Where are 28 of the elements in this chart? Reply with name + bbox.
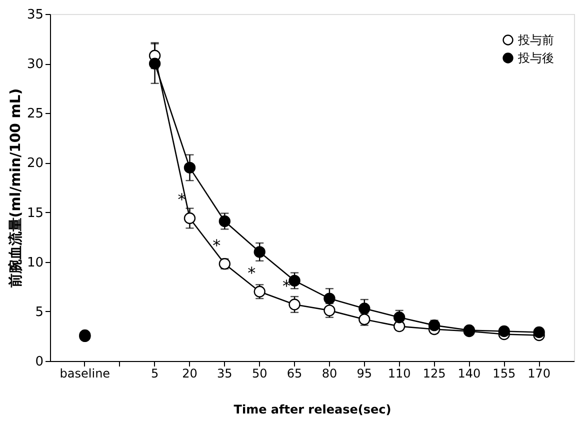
y-tick-label: 20 xyxy=(26,156,44,172)
x-axis-title: Time after release(sec) xyxy=(234,402,392,416)
legend-label: 投与前 xyxy=(517,33,554,47)
x-tick-label: 80 xyxy=(322,366,338,380)
y-tick-label: 10 xyxy=(26,255,44,270)
y-tick-label: 30 xyxy=(26,57,44,72)
y-tick-label: 5 xyxy=(35,304,44,320)
x-tick-label: 110 xyxy=(388,366,411,380)
annotation: * xyxy=(282,276,291,296)
annotation: * xyxy=(212,236,221,255)
y-tick-label: 0 xyxy=(35,354,44,370)
x-tick-label: 140 xyxy=(458,366,481,380)
x-tick-label: 65 xyxy=(286,366,302,380)
x-tick-label: 20 xyxy=(182,366,198,380)
y-tick-label: 25 xyxy=(26,106,44,122)
x-tick-label: 50 xyxy=(252,366,268,380)
x-tick-label: 125 xyxy=(422,366,446,380)
x-tick-label: 155 xyxy=(492,366,516,380)
y-axis-title: 前腕血流量(ml/min/100 mL) xyxy=(6,88,24,289)
x-tick-label: 35 xyxy=(217,366,232,380)
y-tick-label: 35 xyxy=(26,8,44,22)
x-tick-label: baseline xyxy=(60,366,110,380)
x-tick-label: 170 xyxy=(528,366,551,380)
y-tick-label: 15 xyxy=(26,206,44,221)
x-tick-label: 5 xyxy=(150,366,159,380)
annotation: * xyxy=(248,264,256,283)
x-tick-label: 95 xyxy=(356,366,372,380)
legend-label: 投与後 xyxy=(517,51,554,65)
